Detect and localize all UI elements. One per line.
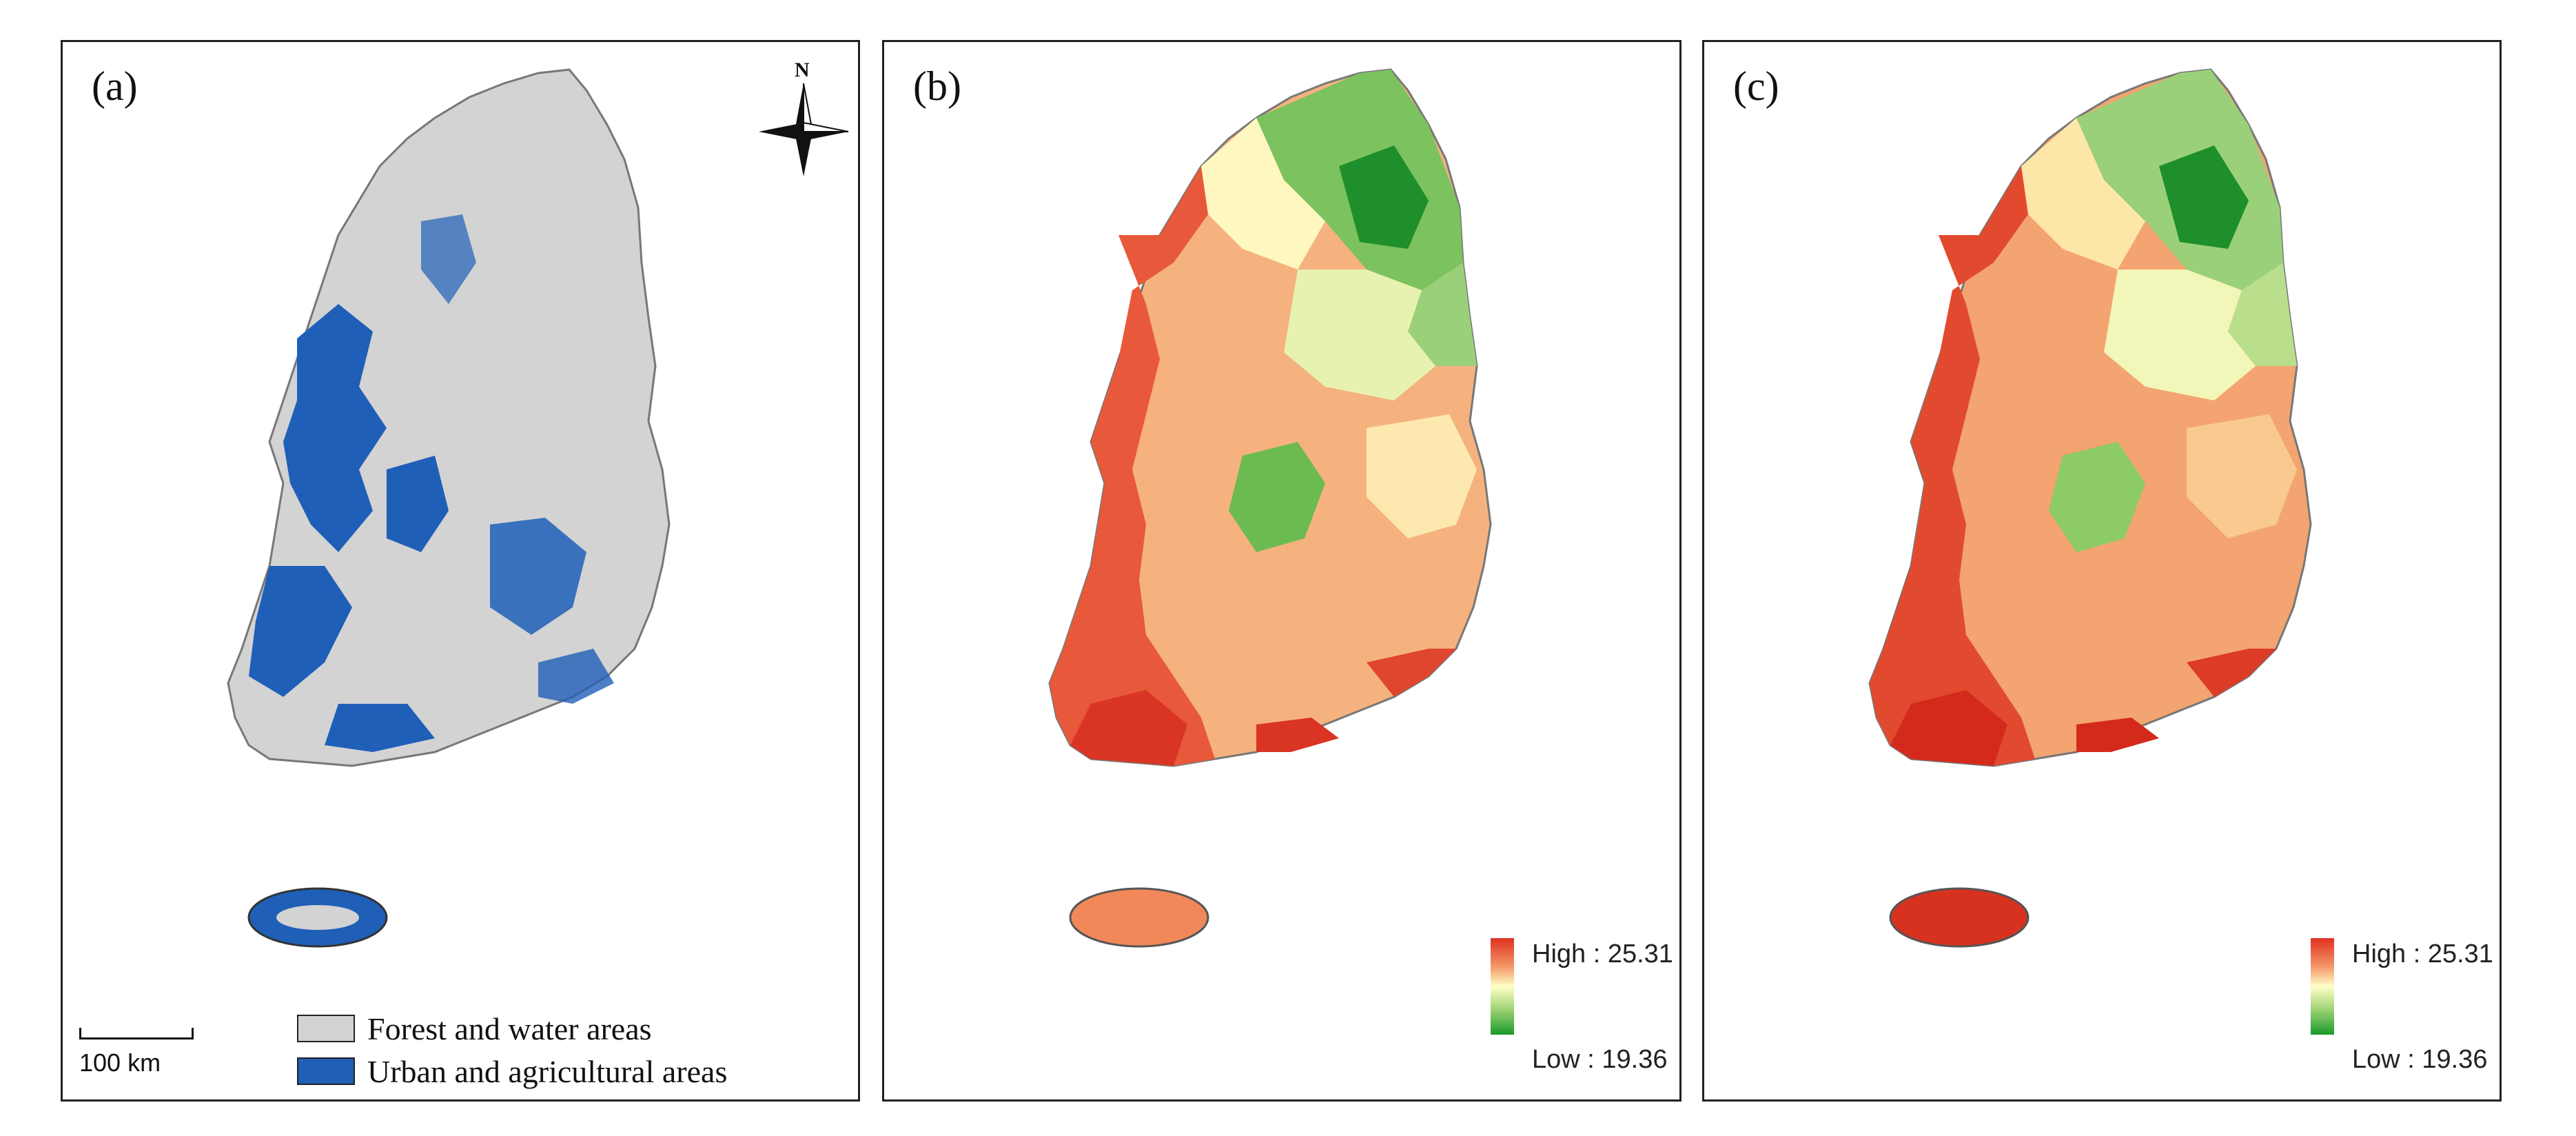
color-ramp-c	[2311, 938, 2334, 1035]
panel-label-b: (b)	[913, 63, 961, 109]
scale-bar-line	[79, 1028, 194, 1039]
panel-label-a: (a)	[92, 63, 138, 109]
jeju-island-b	[1069, 887, 1209, 948]
legend-swatch-forest-water	[297, 1015, 355, 1042]
legend-item-urban-agri: Urban and agricultural areas	[297, 1050, 848, 1093]
legend-high-b: High : 25.31	[1532, 940, 1673, 968]
panel-b-choropleth: (b) High : 25.31 Low : 19.36	[882, 40, 1681, 1102]
mainland-c	[1868, 68, 2312, 767]
legend-label-forest-water: Forest and water areas	[367, 1011, 652, 1046]
scale-bar-label: 100 km	[79, 1048, 161, 1077]
panel-label-c: (c)	[1733, 63, 1779, 109]
value-legend-b: High : 25.31 Low : 19.36	[1491, 938, 1677, 1076]
svg-text:N: N	[795, 59, 810, 81]
jeju-island-a	[247, 887, 388, 948]
legend-low-b: Low : 19.36	[1532, 1045, 1668, 1074]
legend-label-urban-agri: Urban and agricultural areas	[367, 1053, 728, 1089]
mainland-b	[1048, 68, 1492, 767]
color-ramp-b	[1491, 938, 1514, 1035]
legend-swatch-urban-agri	[297, 1057, 355, 1085]
value-legend-c: High : 25.31 Low : 19.36	[2311, 938, 2497, 1076]
legend-item-forest-water: Forest and water areas	[297, 1007, 848, 1050]
mainland-a	[227, 68, 671, 767]
map-b	[1048, 68, 1492, 948]
map-c	[1868, 68, 2312, 948]
compass-icon: N	[759, 59, 849, 176]
jeju-island-c	[1889, 887, 2030, 948]
map-a	[227, 68, 671, 948]
legend-high-c: High : 25.31	[2352, 940, 2493, 968]
land-cover-legend: Forest and water areas Urban and agricul…	[297, 1007, 848, 1093]
legend-low-c: Low : 19.36	[2352, 1045, 2488, 1074]
north-arrow: N	[752, 56, 855, 180]
panel-c-choropleth: (c) High : 25.31 Low : 19.36	[1702, 40, 2502, 1102]
panel-a-land-cover: (a) N 100 km	[61, 40, 860, 1102]
